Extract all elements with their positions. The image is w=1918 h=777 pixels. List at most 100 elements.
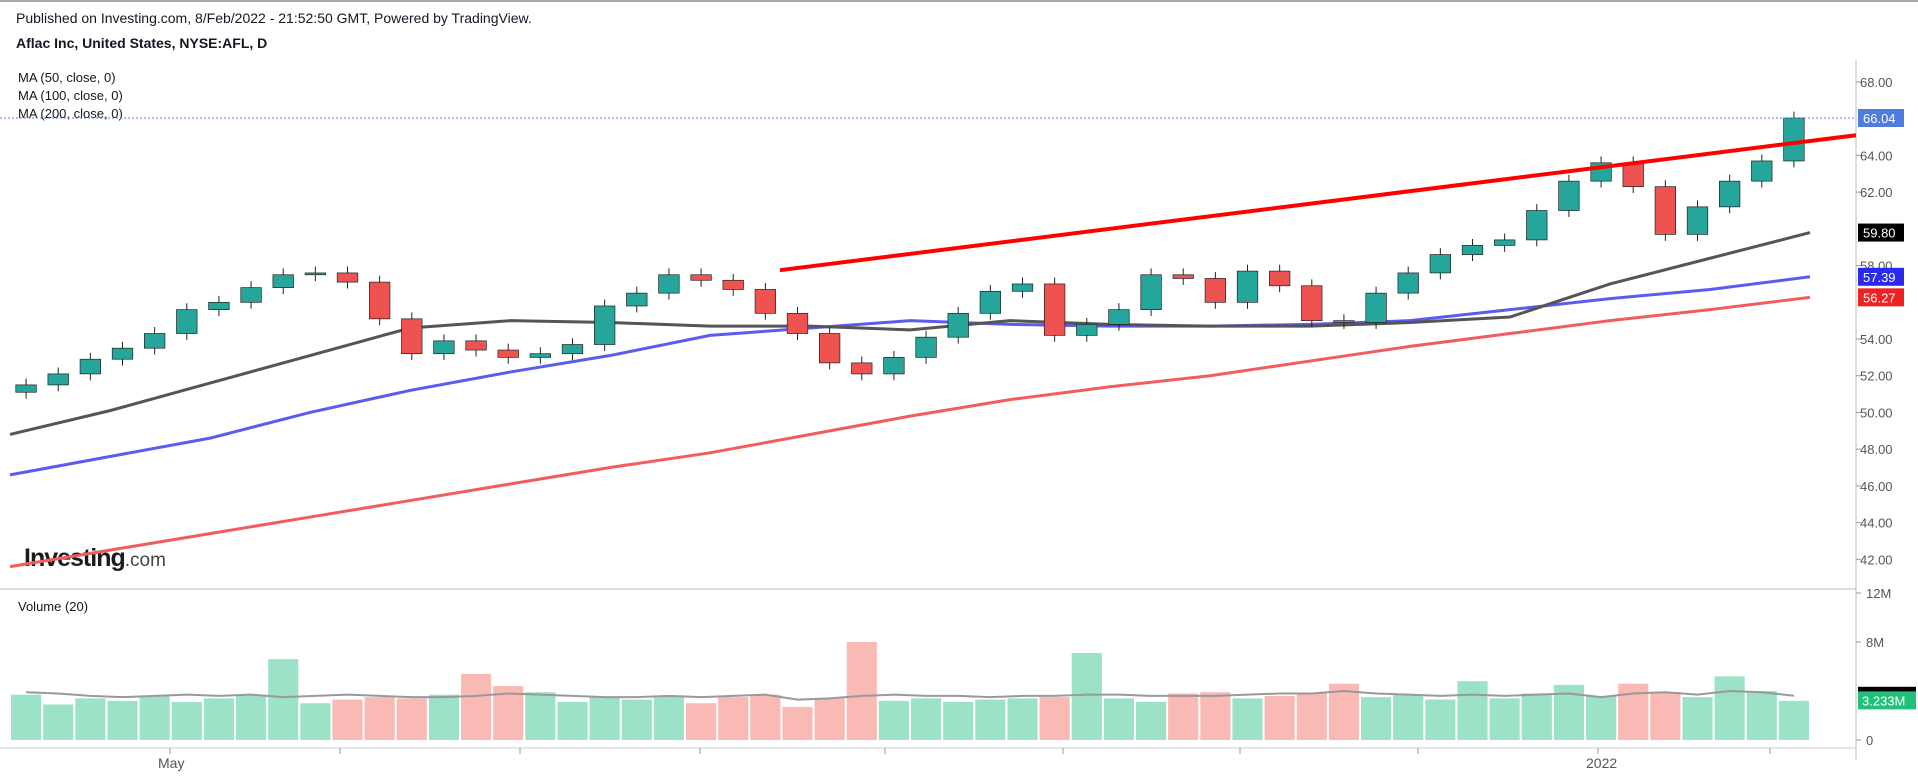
volume-bar <box>943 702 974 740</box>
candle-body <box>690 274 712 281</box>
volume-bar <box>718 697 749 740</box>
candle-body <box>336 272 359 283</box>
price-tick-label: 64.00 <box>1860 148 1893 163</box>
x-tick-label: 2022 <box>1586 755 1617 771</box>
volume-tick-label: 12M <box>1866 586 1891 601</box>
volume-bar <box>1328 683 1359 740</box>
candle-body <box>1461 245 1484 255</box>
volume-bar <box>1586 695 1617 740</box>
price-tick-label: 48.00 <box>1860 442 1893 457</box>
price-tick-label: 54.00 <box>1860 332 1893 347</box>
volume-bar <box>621 699 652 740</box>
volume-bar <box>1168 693 1199 740</box>
candle-body <box>433 340 455 355</box>
volume-bar <box>43 704 74 740</box>
volume-bar <box>1103 698 1134 740</box>
volume-bar <box>203 698 234 740</box>
candle-body <box>1494 239 1516 246</box>
price-tick-label: 44.00 <box>1860 516 1893 531</box>
candle-body <box>1654 186 1676 235</box>
volume-bar <box>1650 692 1681 740</box>
logo-sub-text: .com <box>124 550 166 571</box>
price-tick-label: 62.00 <box>1860 185 1893 200</box>
volume-bar <box>1778 700 1809 740</box>
volume-bar <box>1264 695 1295 740</box>
volume-bar <box>653 695 684 740</box>
candle-body <box>1140 274 1162 311</box>
ma100-line <box>9 275 1811 477</box>
volume-bar <box>1393 694 1424 740</box>
volume-label[interactable]: Volume (20) <box>18 599 89 614</box>
candle-body <box>883 357 905 375</box>
volume-ma-line <box>26 689 1795 701</box>
volume-bar <box>75 698 106 740</box>
volume-bar <box>525 692 556 740</box>
candle-body <box>465 340 487 351</box>
volume-bar <box>1521 693 1552 740</box>
volume-bar <box>1457 681 1488 740</box>
volume-bar <box>1714 676 1745 740</box>
price-badge-bg <box>1858 288 1904 307</box>
candle-body <box>1429 254 1451 274</box>
ma100-label[interactable]: MA (100, close, 0) <box>18 88 123 103</box>
volume-bar <box>557 702 588 740</box>
price-tick-label: 46.00 <box>1860 479 1893 494</box>
candle-body <box>819 333 841 364</box>
candle-body <box>1076 323 1098 336</box>
candle-body <box>208 301 230 311</box>
candle-body <box>561 344 584 355</box>
candle-body <box>1365 292 1387 323</box>
candle-body <box>176 309 198 334</box>
symbol-title: Aflac Inc, United States, NYSE:AFL, D <box>16 35 268 51</box>
candle-body <box>1044 283 1066 336</box>
price-badge-bg <box>1858 109 1904 128</box>
candle-body <box>1236 270 1259 303</box>
candle-body <box>1622 162 1644 188</box>
volume-bar <box>332 699 363 740</box>
volume-bar <box>1007 698 1038 740</box>
volume-bar <box>1296 693 1327 740</box>
volume-bar <box>461 673 492 740</box>
volume-bar <box>1232 698 1263 740</box>
price-tick-label: 52.00 <box>1860 369 1893 384</box>
volume-bar <box>268 659 299 740</box>
volume-bar <box>236 694 267 740</box>
candle-body <box>497 349 519 358</box>
volume-bar <box>750 694 781 740</box>
ma200-label[interactable]: MA (200, close, 0) <box>18 106 123 121</box>
volume-badge-label: 3.233M <box>1862 693 1905 708</box>
price-badge-label: 59.80 <box>1863 226 1896 241</box>
ma50-line <box>9 231 1811 436</box>
volume-bar <box>1039 697 1070 740</box>
ma200-line <box>9 295 1811 569</box>
volume-bar <box>589 697 620 740</box>
volume-bar <box>107 700 138 740</box>
candle-body <box>947 312 969 338</box>
candle-body <box>1558 180 1580 211</box>
candle-body <box>786 312 809 334</box>
ma50-label[interactable]: MA (50, close, 0) <box>18 70 116 85</box>
price-badge-bg <box>1858 223 1904 242</box>
volume-bar <box>1489 698 1520 740</box>
volume-bar <box>428 694 459 740</box>
candle-body <box>1108 309 1130 325</box>
price-tick-label: 68.00 <box>1860 75 1893 90</box>
candle-body <box>369 281 391 320</box>
volume-bar <box>1361 697 1392 740</box>
resistance-trendline <box>779 133 1857 273</box>
volume-bar <box>782 706 813 740</box>
candle-body <box>111 347 134 360</box>
candle-body <box>240 287 262 303</box>
candle-body <box>1719 180 1741 208</box>
volume-bar <box>878 700 909 740</box>
volume-bar <box>1746 691 1777 740</box>
volume-bar <box>300 703 331 740</box>
volume-bar <box>975 699 1006 740</box>
candle-body <box>626 292 648 307</box>
volume-bar <box>1682 697 1713 740</box>
candle-body <box>1783 117 1805 162</box>
candle-body <box>594 305 616 345</box>
price-badge-bg <box>1858 267 1904 286</box>
candle-body <box>304 272 326 276</box>
